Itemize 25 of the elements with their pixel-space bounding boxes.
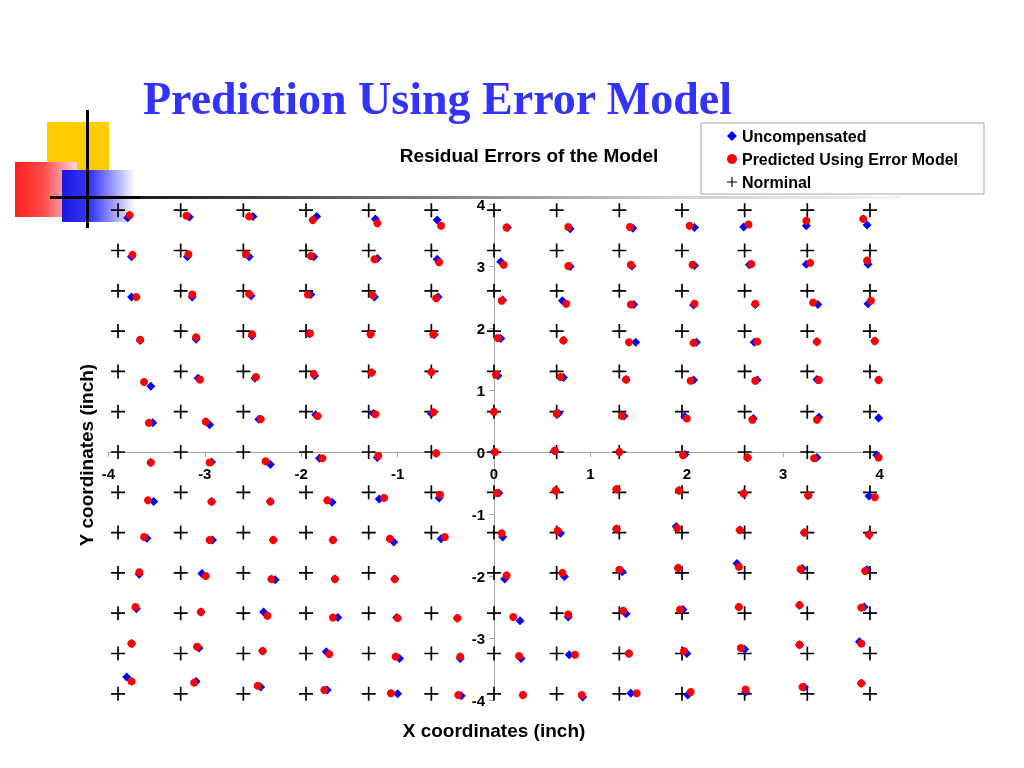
x-tick-label: -2 (294, 465, 308, 482)
x-tick-label: -1 (390, 465, 405, 482)
x-tick-label: 1 (586, 465, 595, 482)
x-axis-title: X coordinates (inch) (402, 719, 586, 741)
x-tick-label: 3 (779, 465, 788, 482)
y-tick-label: 1 (476, 381, 485, 399)
x-tick-label: -4 (101, 465, 116, 482)
y-tick-label: 0 (476, 443, 485, 461)
y-tick-label: -2 (471, 567, 485, 585)
chart-title: Prediction Using Error Model (143, 72, 733, 124)
y-tick-label: 4 (476, 195, 486, 213)
y-axis-title: Y coordinates (inch) (75, 363, 97, 547)
y-tick-label: 2 (476, 319, 485, 337)
y-tick-label: -1 (471, 505, 485, 523)
y-tick-label: -4 (471, 691, 486, 709)
y-tick-label: 3 (476, 257, 485, 275)
legend-label: Norminal (741, 173, 812, 191)
legend-label: Predicted Using Error Model (741, 150, 959, 168)
x-tick-label: -3 (198, 465, 212, 482)
x-tick-label: 2 (682, 465, 691, 482)
x-tick-label: 4 (875, 465, 885, 482)
y-tick-label: -3 (471, 629, 485, 647)
chart-subtitle: Residual Errors of the Model (399, 145, 659, 166)
x-tick-label: 0 (489, 465, 499, 482)
legend-label: Uncompensated (741, 127, 867, 145)
